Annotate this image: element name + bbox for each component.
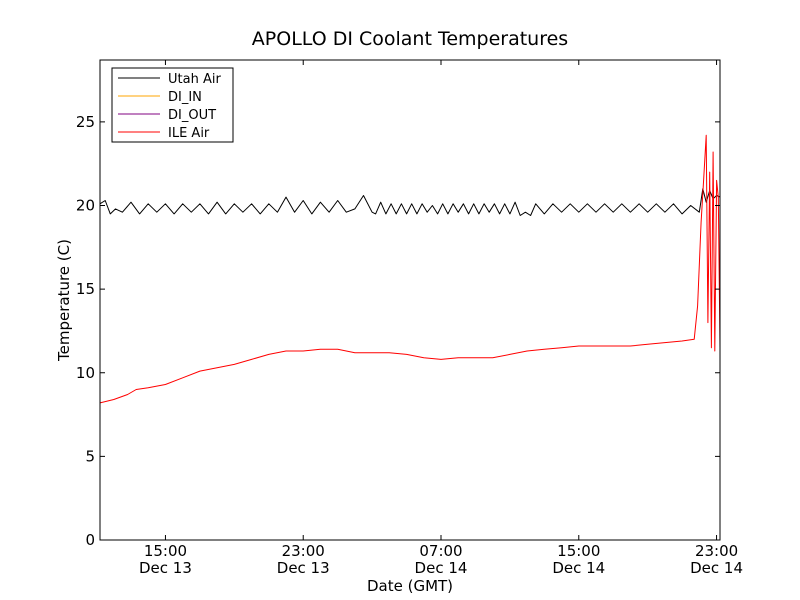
x-tick-label: 07:00 — [419, 542, 462, 560]
legend-label: DI_OUT — [168, 108, 216, 123]
x-tick-sublabel: Dec 13 — [277, 559, 330, 577]
x-tick-sublabel: Dec 14 — [415, 559, 468, 577]
legend-box — [111, 67, 234, 143]
y-tick-label: 15 — [76, 280, 95, 298]
x-tick-sublabel: Dec 13 — [139, 559, 192, 577]
y-tick-label: 0 — [85, 531, 95, 549]
x-tick-label: 15:00 — [557, 542, 600, 560]
x-tick-label: 15:00 — [144, 542, 187, 560]
chart-title: APOLLO DI Coolant Temperatures — [252, 28, 568, 50]
y-tick-label: 10 — [76, 364, 95, 382]
y-axis-label: Temperature (C) — [55, 239, 73, 362]
y-tick-label: 25 — [76, 113, 95, 131]
x-tick-sublabel: Dec 14 — [690, 559, 743, 577]
legend-label: ILE Air — [168, 126, 210, 141]
series-layer — [99, 134, 721, 404]
legend-label: Utah Air — [168, 72, 221, 87]
x-tick-sublabel: Dec 14 — [552, 559, 605, 577]
series-line-utah-air — [99, 188, 721, 216]
legend: Utah Air DI_IN DI_OUT ILE Air — [111, 67, 234, 143]
plot-frame — [99, 59, 721, 541]
y-tick-label: 5 — [85, 447, 95, 465]
x-axis-label: Date (GMT) — [367, 577, 453, 595]
series-line-ile-air — [99, 134, 721, 404]
x-tick-label: 23:00 — [695, 542, 738, 560]
x-tick-label: 23:00 — [282, 542, 325, 560]
legend-label: DI_IN — [168, 90, 202, 105]
y-tick-label: 20 — [76, 197, 95, 215]
